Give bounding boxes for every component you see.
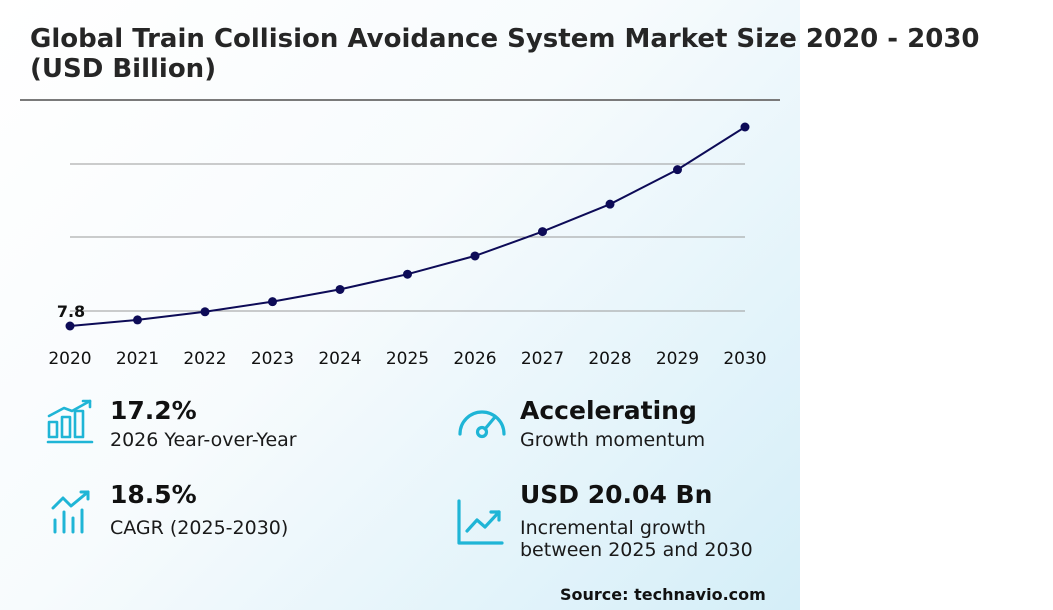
bar-growth-icon (46, 399, 94, 444)
x-tick-label-2022: 2022 (183, 349, 226, 369)
x-tick-label-2020: 2020 (48, 349, 91, 369)
data-point-2024 (335, 284, 345, 294)
x-tick-label-2024: 2024 (318, 349, 361, 369)
data-label-2020: 7.8 (57, 302, 85, 321)
x-tick-label-2030: 2030 (723, 349, 766, 369)
x-tick-label-2026: 2026 (453, 349, 496, 369)
kpi-momentum-value: Accelerating (520, 396, 697, 425)
kpi-cagr-label: CAGR (2025-2030) (110, 517, 289, 539)
grid-lines (70, 163, 745, 312)
data-point-2029 (673, 165, 682, 175)
series-line (69, 126, 746, 327)
infographic-panel (0, 0, 800, 610)
kpi-yoy-label: 2026 Year-over-Year (110, 429, 297, 451)
data-point-2020 (65, 321, 75, 331)
data-point-2021 (133, 315, 142, 325)
x-tick-label-2023: 2023 (251, 349, 294, 369)
data-point-2026 (470, 251, 480, 261)
speedometer-icon (458, 410, 506, 439)
x-axis-ticks: 2020 2021 2022 2023 2024 2025 2026 2027 2028 2029… (48, 349, 766, 369)
data-point-2023 (268, 297, 277, 307)
x-tick-label-2021: 2021 (116, 349, 159, 369)
source-credit: Source: technavio.com (560, 585, 766, 604)
kpi-momentum-label: Growth momentum (520, 429, 706, 451)
title-divider (20, 99, 780, 101)
data-points (65, 122, 750, 331)
kpi-incremental-label-line-1: Incremental growth (520, 517, 706, 539)
data-point-2022 (200, 307, 210, 317)
data-point-2028 (605, 199, 615, 209)
page-title: Global Train Collision Avoidance System … (30, 24, 980, 84)
data-point-2025 (403, 269, 412, 279)
kpi-cagr-value: 18.5% (110, 480, 197, 509)
line-growth-icon (457, 499, 504, 545)
data-point-2027 (538, 227, 547, 237)
x-tick-label-2025: 2025 (386, 349, 429, 369)
x-tick-label-2028: 2028 (588, 349, 631, 369)
data-point-2030 (740, 122, 750, 132)
x-tick-label-2027: 2027 (521, 349, 564, 369)
data-labels: 7.8 (57, 302, 85, 321)
market-size-line-chart: 2020 2021 2022 2023 2024 2025 2026 2027 2028 2029… (48, 122, 767, 369)
kpi-incremental-label-line-2: between 2025 and 2030 (520, 539, 753, 561)
kpi-incremental-value: USD 20.04 Bn (520, 480, 713, 509)
market-size-line (69, 126, 746, 327)
trend-bars-icon (51, 490, 90, 534)
kpi-yoy-value: 17.2% (110, 396, 197, 425)
x-tick-label-2029: 2029 (656, 349, 699, 369)
